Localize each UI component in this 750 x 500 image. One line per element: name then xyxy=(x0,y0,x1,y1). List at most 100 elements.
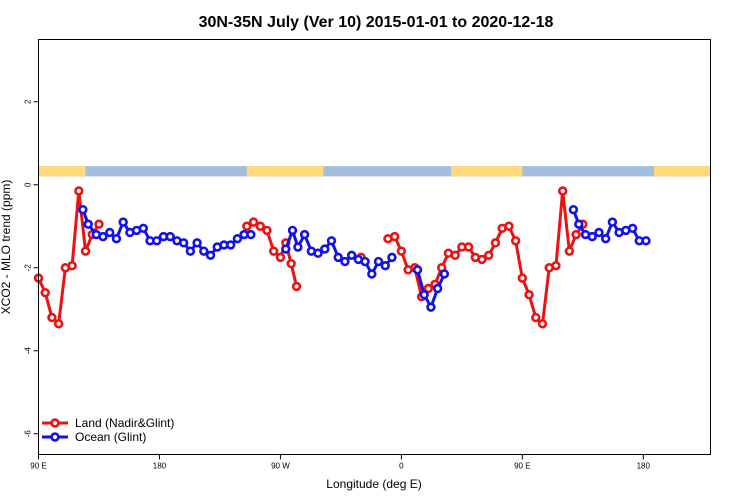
data-point xyxy=(281,244,291,254)
data-point xyxy=(269,246,279,256)
data-point xyxy=(262,225,272,236)
data-point xyxy=(600,234,611,244)
y-tick-label: 2 xyxy=(24,99,33,104)
data-point xyxy=(627,223,638,234)
data-point xyxy=(255,221,265,231)
data-point xyxy=(490,238,501,248)
data-point xyxy=(477,254,487,265)
data-point xyxy=(510,236,521,246)
y-axis: 2 0 -2 -4 -6 xyxy=(24,99,39,437)
data-point xyxy=(594,227,604,238)
data-point xyxy=(199,246,209,256)
x-tick-label: 0 xyxy=(399,462,404,471)
data-point xyxy=(205,250,216,261)
data-point xyxy=(275,252,286,263)
data-point xyxy=(517,273,528,283)
x-tick-label: 90 W xyxy=(271,462,290,471)
y-axis-label: XCO2 - MLO trend (ppm) xyxy=(0,180,13,315)
data-point xyxy=(98,231,108,242)
data-point xyxy=(360,256,370,267)
chart-title: 30N-35N July (Ver 10) 2015-01-01 to 2020… xyxy=(199,14,554,31)
data-point xyxy=(118,217,128,227)
x-axis-label: Longitude (deg E) xyxy=(326,477,421,491)
data-point xyxy=(574,219,584,229)
data-point xyxy=(74,186,84,196)
data-point xyxy=(313,248,323,258)
x-tick-label: 180 xyxy=(637,462,651,471)
data-point xyxy=(439,269,450,279)
data-point xyxy=(80,246,91,256)
data-point xyxy=(557,186,568,196)
y-tick-label: -4 xyxy=(24,347,33,355)
data-point xyxy=(185,246,196,256)
data-point xyxy=(299,229,310,240)
data-point xyxy=(40,287,50,298)
data-point xyxy=(432,283,443,294)
data-point xyxy=(165,231,175,242)
legend-label: Ocean (Glint) xyxy=(75,430,146,444)
y-tick-label: 0 xyxy=(24,182,33,187)
ocean-band xyxy=(38,166,711,177)
data-point xyxy=(192,238,202,248)
y-tick-label: -2 xyxy=(24,264,33,272)
data-point xyxy=(138,223,149,234)
x-axis: 90 E 180 90 W 0 90 E 180 xyxy=(30,454,651,471)
data-point xyxy=(346,250,357,261)
land-band xyxy=(451,166,523,177)
data-point xyxy=(111,234,122,244)
data-point xyxy=(389,231,400,242)
data-point xyxy=(387,252,397,263)
legend-label: Land (Nadir&Glint) xyxy=(75,416,174,430)
data-point xyxy=(367,269,377,279)
data-point xyxy=(373,256,384,267)
data-point xyxy=(531,312,541,323)
y-tick-label: -6 xyxy=(24,430,33,438)
data-point xyxy=(340,256,350,267)
series-line xyxy=(37,189,101,326)
legend: Land (Nadir&Glint)Ocean (Glint) xyxy=(42,416,174,444)
data-point xyxy=(504,221,514,231)
data-point xyxy=(286,258,296,269)
data-point xyxy=(178,238,189,248)
data-point xyxy=(568,204,579,215)
land-band xyxy=(654,166,711,177)
data-point xyxy=(83,219,93,229)
data-point xyxy=(450,250,460,261)
data-point xyxy=(426,302,436,312)
data-point xyxy=(287,225,298,236)
legend-swatch-marker xyxy=(50,418,60,428)
series-0 xyxy=(33,186,588,329)
x-tick-label: 180 xyxy=(153,462,167,471)
legend-item: Land (Nadir&Glint) xyxy=(42,416,174,430)
data-point xyxy=(551,260,561,271)
data-point xyxy=(396,246,407,256)
series-layer xyxy=(33,186,651,329)
data-point xyxy=(232,234,243,244)
data-point xyxy=(571,229,581,240)
data-point xyxy=(412,265,423,275)
data-point xyxy=(53,319,64,329)
data-point xyxy=(419,290,429,300)
data-point xyxy=(78,204,88,215)
data-point xyxy=(94,219,104,229)
data-point xyxy=(291,281,302,292)
data-point xyxy=(152,236,162,246)
data-point xyxy=(607,217,618,227)
legend-item: Ocean (Glint) xyxy=(42,430,146,444)
data-point xyxy=(293,242,303,252)
data-point xyxy=(67,260,77,271)
data-point xyxy=(320,244,330,254)
land-ocean-mask xyxy=(38,166,711,177)
data-point xyxy=(537,319,548,329)
land-band xyxy=(38,166,86,177)
data-point xyxy=(587,231,597,242)
data-point xyxy=(564,246,575,256)
data-point xyxy=(105,227,115,238)
x-tick-label: 90 E xyxy=(30,462,46,471)
data-point xyxy=(333,252,343,263)
plot-frame xyxy=(38,39,711,455)
x-tick-label: 90 E xyxy=(514,462,530,471)
data-point xyxy=(423,283,433,294)
data-point xyxy=(248,217,259,227)
